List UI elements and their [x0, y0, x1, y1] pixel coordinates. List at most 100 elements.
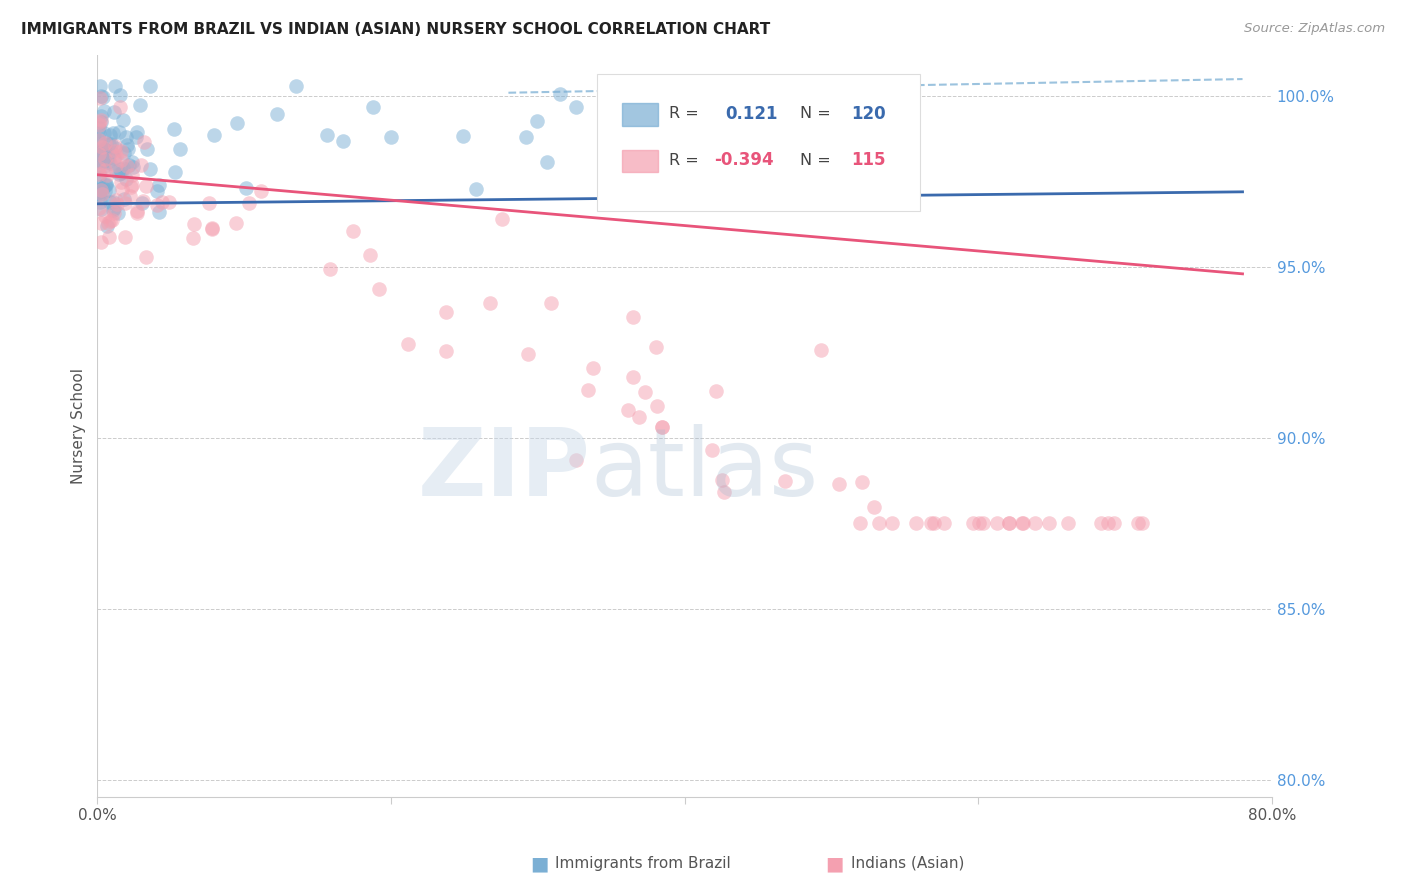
Point [882, 516, 904, 530]
Text: R =: R = [669, 153, 699, 168]
Point [94, 178, 117, 192]
Text: ■: ■ [825, 854, 844, 873]
Point [93, 126, 115, 140]
Point [87, 167, 110, 181]
Point [986, 516, 1008, 531]
Point [148, 205, 170, 219]
Point [1057, 516, 1080, 531]
Point [540, 295, 562, 310]
Point [169, 142, 191, 156]
Point [526, 113, 548, 128]
Point [87, 121, 110, 136]
Point [198, 195, 221, 210]
Point [863, 500, 886, 514]
Point [1128, 516, 1150, 531]
Point [201, 221, 224, 235]
Point [516, 347, 538, 361]
Point [125, 130, 148, 145]
Point [93, 103, 115, 118]
Bar [623, 150, 658, 172]
Point [104, 138, 127, 153]
Point [89, 78, 111, 93]
Point [93, 142, 115, 156]
Point [723, 98, 745, 112]
Point [848, 516, 870, 531]
Point [87, 186, 110, 200]
Point [1090, 516, 1112, 531]
Point [1038, 516, 1060, 531]
Point [851, 475, 873, 489]
Point [94, 178, 117, 192]
Point [125, 206, 148, 220]
Point [617, 402, 640, 417]
Point [89, 182, 111, 196]
Point [1011, 516, 1033, 531]
Point [90, 115, 112, 129]
Point [775, 474, 797, 488]
Point [114, 195, 136, 210]
Point [465, 182, 488, 196]
Point [110, 153, 132, 167]
Point [163, 122, 186, 136]
Point [87, 145, 110, 160]
Point [478, 295, 501, 310]
Point [87, 115, 110, 129]
Point [110, 144, 132, 158]
Point [112, 161, 135, 175]
Point [713, 484, 735, 499]
Point [747, 95, 769, 110]
Point [249, 184, 271, 198]
Point [434, 343, 457, 358]
Point [359, 248, 381, 262]
Point [115, 138, 138, 153]
Point [131, 196, 153, 211]
Point [93, 144, 115, 158]
Point [998, 516, 1021, 531]
Point [104, 144, 127, 158]
Point [90, 148, 112, 162]
Point [103, 195, 125, 210]
Point [576, 383, 599, 397]
Point [115, 129, 138, 144]
Point [813, 89, 835, 103]
Point [920, 516, 942, 531]
Point [714, 122, 737, 136]
Bar [623, 103, 658, 126]
Point [89, 145, 111, 159]
Point [97, 216, 120, 230]
Text: Immigrants from Brazil: Immigrants from Brazil [555, 856, 731, 871]
Point [87, 133, 110, 147]
Point [103, 206, 125, 220]
Point [868, 516, 890, 531]
Point [828, 476, 851, 491]
Point [90, 202, 112, 216]
Point [284, 78, 307, 93]
Point [627, 410, 650, 425]
Point [91, 140, 114, 154]
Point [1130, 516, 1153, 531]
Point [90, 89, 112, 103]
Point [114, 192, 136, 206]
Point [148, 178, 170, 192]
Point [634, 385, 657, 400]
Point [225, 217, 247, 231]
Point [1012, 516, 1035, 531]
Point [434, 304, 457, 318]
Point [157, 195, 180, 210]
Point [332, 134, 354, 148]
Point [87, 161, 110, 175]
Point [89, 113, 111, 128]
Point [94, 184, 117, 198]
Point [108, 167, 131, 181]
Point [103, 105, 125, 120]
Point [94, 210, 117, 224]
Point [565, 452, 588, 467]
Point [342, 224, 364, 238]
Point [145, 184, 167, 198]
Point [110, 175, 132, 189]
Point [118, 158, 141, 172]
Point [98, 128, 121, 142]
Point [117, 159, 139, 173]
Point [165, 164, 187, 178]
Point [679, 101, 702, 115]
